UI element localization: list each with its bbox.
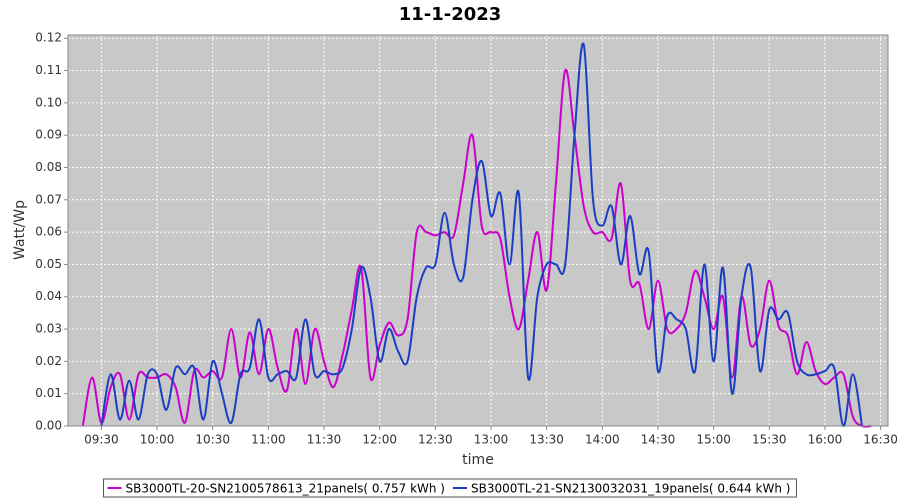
x-tick-label: 13:00 (474, 433, 509, 447)
series-line (100, 42, 864, 428)
x-tick-label: 10:00 (140, 433, 175, 447)
chart-title: 11-1-2023 (399, 4, 502, 25)
plot-border (67, 34, 889, 427)
y-tick-label: 0.02 (35, 354, 62, 368)
y-tick-label: 0.00 (35, 419, 62, 433)
plot-background (68, 35, 888, 426)
y-tick-label: 0.03 (35, 322, 62, 336)
legend-label: SB3000TL-21-SN2130032031_19panels( 0.644… (471, 482, 790, 496)
x-tick-label: 16:30 (863, 433, 898, 447)
x-tick-label: 13:30 (529, 433, 564, 447)
legend: SB3000TL-20-SN2100578613_21panels( 0.757… (103, 478, 797, 498)
x-tick-label: 11:30 (307, 433, 342, 447)
x-axis-label: time (462, 452, 494, 468)
x-tick-label: 14:30 (641, 433, 676, 447)
y-tick-label: 0.11 (35, 63, 62, 77)
x-tick-label: 16:00 (808, 433, 843, 447)
legend-label: SB3000TL-20-SN2100578613_21panels( 0.757… (126, 482, 445, 496)
legend-box (103, 478, 797, 498)
x-tick-label: 11:00 (251, 433, 286, 447)
x-tick-label: 10:30 (195, 433, 230, 447)
x-tick-label: 15:00 (696, 433, 731, 447)
x-tick-label: 14:00 (585, 433, 620, 447)
y-tick-label: 0.04 (35, 289, 62, 303)
x-tick-label: 15:30 (752, 433, 787, 447)
y-tick-label: 0.05 (35, 257, 62, 271)
x-tick-label: 09:30 (84, 433, 119, 447)
y-axis-label: Watt/Wp (12, 200, 28, 260)
x-tick-label: 12:30 (418, 433, 453, 447)
y-tick-label: 0.10 (35, 95, 62, 109)
y-tick-label: 0.12 (35, 31, 62, 45)
y-tick-label: 0.06 (35, 225, 62, 239)
x-tick-label: 12:00 (362, 433, 397, 447)
y-tick-label: 0.08 (35, 160, 62, 174)
y-tick-label: 0.09 (35, 128, 62, 142)
y-tick-label: 0.07 (35, 192, 62, 206)
y-tick-label: 0.01 (35, 386, 62, 400)
